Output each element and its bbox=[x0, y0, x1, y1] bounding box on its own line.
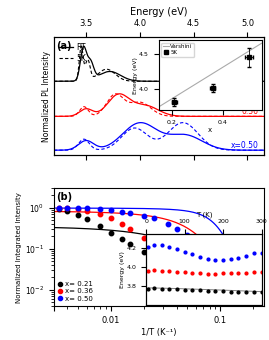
X-axis label: T (K): T (K) bbox=[196, 211, 212, 218]
Text: x=0.50: x=0.50 bbox=[230, 141, 258, 150]
Legend: x= 0.21, x= 0.36, x= 0.50: x= 0.21, x= 0.36, x= 0.50 bbox=[57, 280, 94, 303]
Y-axis label: Normalized PL Intensity: Normalized PL Intensity bbox=[42, 51, 51, 142]
X-axis label: Energy (eV): Energy (eV) bbox=[130, 6, 187, 17]
Text: (b): (b) bbox=[56, 192, 72, 202]
Text: 0.21: 0.21 bbox=[242, 72, 258, 81]
Legend: RT, 5K: RT, 5K bbox=[58, 41, 87, 64]
Text: (a): (a) bbox=[56, 41, 71, 51]
Text: 0.36: 0.36 bbox=[241, 107, 258, 116]
Y-axis label: Normalized Integrated Intensity: Normalized Integrated Intensity bbox=[16, 192, 22, 303]
X-axis label: 1/T (K⁻¹): 1/T (K⁻¹) bbox=[141, 327, 176, 337]
